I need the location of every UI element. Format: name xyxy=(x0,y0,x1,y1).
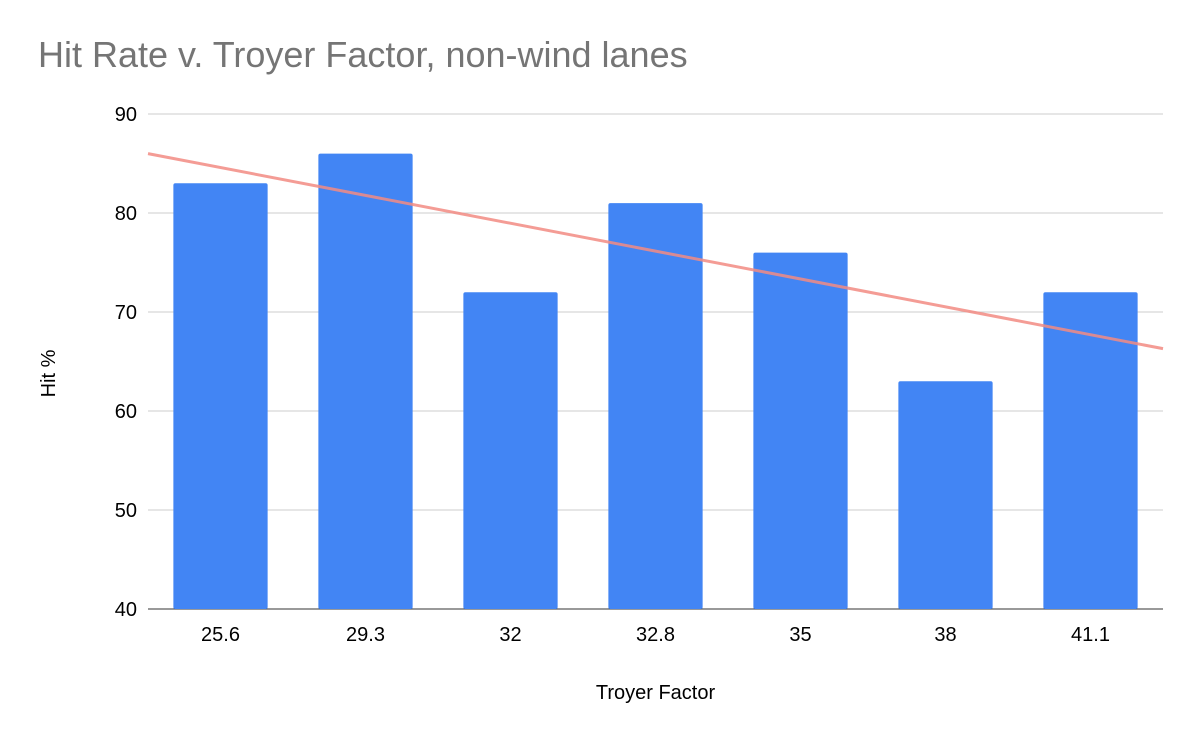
x-tick-label: 29.3 xyxy=(346,624,385,646)
bar xyxy=(173,183,268,610)
y-tick-label: 80 xyxy=(115,203,137,225)
trendline-group xyxy=(147,152,1164,351)
bar xyxy=(608,203,703,609)
y-tick-label: 60 xyxy=(115,401,137,423)
bars xyxy=(173,153,1138,610)
x-tick-label: 25.6 xyxy=(201,624,240,646)
x-tick-label: 32 xyxy=(499,624,521,646)
bar xyxy=(898,381,993,609)
trendline xyxy=(147,152,1164,351)
y-tick-label: 50 xyxy=(115,500,137,522)
y-tick-label: 90 xyxy=(115,104,137,126)
bar xyxy=(1043,292,1138,609)
y-tick-label: 70 xyxy=(115,302,137,324)
x-tick-label: 41.1 xyxy=(1071,624,1110,646)
x-tick-label: 35 xyxy=(789,624,811,646)
y-axis-title: Hit % xyxy=(38,349,60,397)
chart-title: Hit Rate v. Troyer Factor, non-wind lane… xyxy=(38,34,688,75)
bar xyxy=(753,252,848,609)
bar xyxy=(463,292,558,609)
y-axis-ticks: 40 50 60 70 80 90 xyxy=(115,104,137,621)
bar xyxy=(318,153,413,609)
y-tick-label: 40 xyxy=(115,599,137,621)
x-tick-label: 32.8 xyxy=(636,624,675,646)
x-axis-title: Troyer Factor xyxy=(596,682,716,704)
x-tick-label: 38 xyxy=(934,624,956,646)
x-axis-ticks: 25.6 29.3 32 32.8 35 38 41.1 xyxy=(201,624,1110,646)
